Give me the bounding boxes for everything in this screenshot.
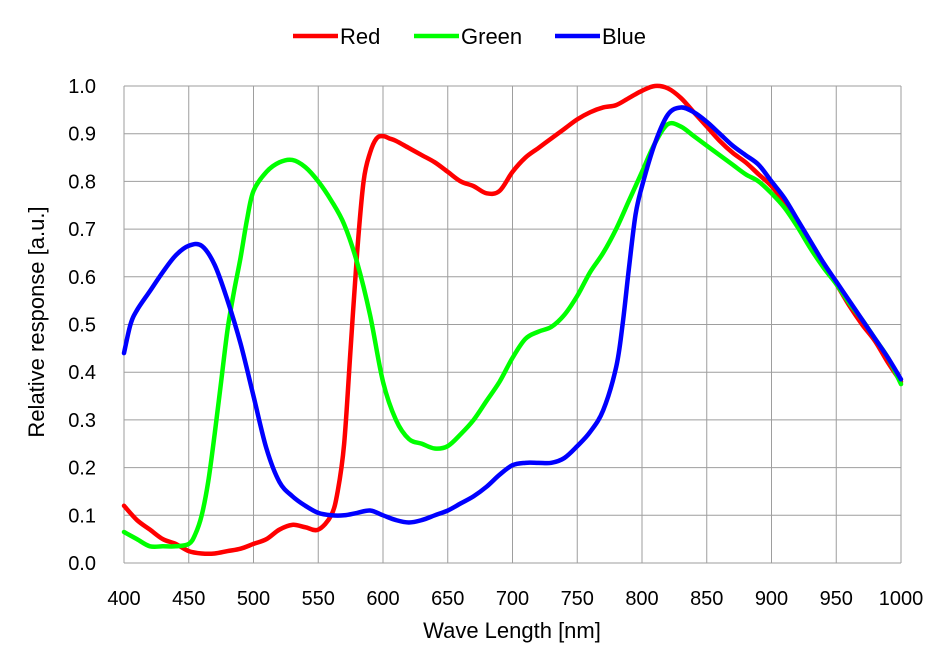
x-tick-label: 700 bbox=[496, 588, 529, 610]
y-tick-label: 0.5 bbox=[68, 315, 96, 337]
x-tick-label: 750 bbox=[561, 588, 594, 610]
y-tick-label: 1.0 bbox=[68, 76, 96, 98]
x-tick-label: 1000 bbox=[879, 588, 924, 610]
legend-label: Blue bbox=[602, 24, 646, 49]
x-tick-label: 500 bbox=[237, 588, 270, 610]
legend-label: Green bbox=[461, 24, 522, 49]
x-tick-label: 550 bbox=[302, 588, 335, 610]
y-tick-label: 0.8 bbox=[68, 171, 96, 193]
chart-series bbox=[121, 83, 904, 557]
legend-item-red: Red bbox=[293, 24, 380, 49]
x-tick-label: 850 bbox=[690, 588, 723, 610]
x-tick-label: 650 bbox=[431, 588, 464, 610]
legend-label: Red bbox=[340, 24, 380, 49]
y-tick-label: 0.6 bbox=[68, 267, 96, 289]
x-axis-title: Wave Length [nm] bbox=[423, 618, 601, 643]
y-axis-ticks: 0.0 0.1 0.2 0.3 0.4 0.5 0.6 0.7 0.8 0.9 1.0 bbox=[68, 76, 96, 575]
x-tick-label: 600 bbox=[366, 588, 399, 610]
x-tick-label: 900 bbox=[755, 588, 788, 610]
y-tick-label: 0.2 bbox=[68, 458, 96, 480]
y-tick-label: 0.7 bbox=[68, 219, 96, 241]
legend-item-green: Green bbox=[414, 24, 522, 49]
y-tick-label: 0.1 bbox=[68, 505, 96, 527]
x-axis-ticks: 400 450 500 550 600 650 700 750 800 850 900 950 1000 bbox=[107, 588, 923, 610]
series-line-blue bbox=[121, 105, 904, 525]
chart-grid bbox=[123, 85, 902, 564]
series-line-red bbox=[121, 83, 904, 557]
y-tick-label: 0.3 bbox=[68, 410, 96, 432]
y-axis-title: Relative response [a.u.] bbox=[24, 206, 49, 437]
series-line-green bbox=[121, 120, 904, 550]
legend-item-blue: Blue bbox=[555, 24, 646, 49]
x-tick-label: 800 bbox=[625, 588, 658, 610]
y-tick-label: 0.9 bbox=[68, 124, 96, 146]
x-tick-label: 400 bbox=[107, 588, 140, 610]
x-tick-label: 450 bbox=[172, 588, 205, 610]
y-tick-label: 0.0 bbox=[68, 553, 96, 575]
y-tick-label: 0.4 bbox=[68, 362, 96, 384]
chart-legend: Red Green Blue bbox=[293, 24, 646, 49]
x-tick-label: 950 bbox=[820, 588, 853, 610]
